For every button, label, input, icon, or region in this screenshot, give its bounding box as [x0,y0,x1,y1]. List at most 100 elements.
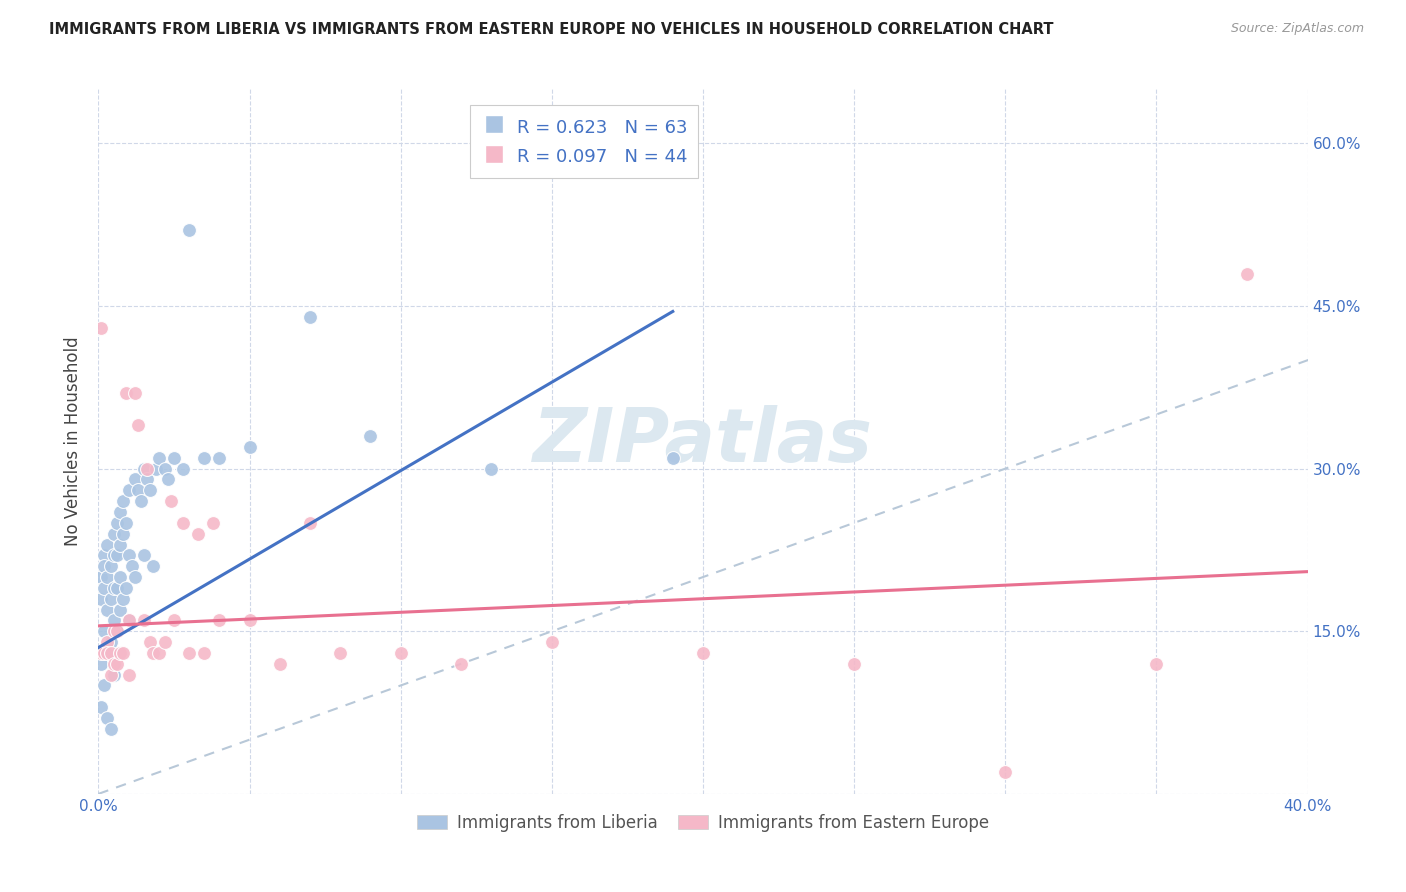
Point [100,646,122,660]
Point [692,646,714,660]
Point [299,310,322,324]
Point [93,581,115,595]
Point [105,624,128,639]
Point [148,646,170,660]
Point [108,537,131,551]
Point [142,646,165,660]
Text: IMMIGRANTS FROM LIBERIA VS IMMIGRANTS FROM EASTERN EUROPE NO VEHICLES IN HOUSEHO: IMMIGRANTS FROM LIBERIA VS IMMIGRANTS FR… [49,22,1053,37]
Point [105,549,128,563]
Point [90,591,112,606]
Point [269,657,291,671]
Point [389,646,412,660]
Point [1236,267,1258,281]
Text: ZIPatlas: ZIPatlas [533,405,873,478]
Point [103,526,125,541]
Point [129,494,152,508]
Point [193,646,215,660]
Point [153,461,176,475]
Point [193,450,215,465]
Point [90,320,112,334]
Point [139,635,162,649]
Point [172,461,194,475]
Point [208,450,231,465]
Point [1144,657,1167,671]
Legend: Immigrants from Liberia, Immigrants from Eastern Europe: Immigrants from Liberia, Immigrants from… [411,807,995,838]
Point [100,667,122,681]
Point [93,549,115,563]
Point [118,549,141,563]
Point [179,646,201,660]
Point [179,223,201,237]
Point [108,646,131,660]
Point [148,450,170,465]
Point [118,614,141,628]
Point [96,646,118,660]
Point [118,614,141,628]
Point [103,581,125,595]
Point [108,505,131,519]
Point [540,635,562,649]
Point [103,624,125,639]
Point [114,581,136,595]
Point [329,646,352,660]
Point [844,657,866,671]
Point [105,516,128,530]
Point [96,570,118,584]
Point [299,516,322,530]
Point [93,624,115,639]
Point [100,559,122,574]
Point [108,570,131,584]
Point [132,549,155,563]
Point [156,473,179,487]
Point [124,570,146,584]
Point [127,483,149,498]
Point [93,678,115,692]
Point [103,667,125,681]
Point [153,635,176,649]
Point [132,614,155,628]
Point [163,450,186,465]
Point [96,711,118,725]
Point [111,494,134,508]
Point [142,559,165,574]
Point [187,526,209,541]
Point [135,473,157,487]
Point [121,559,143,574]
Point [90,646,112,660]
Point [172,516,194,530]
Point [202,516,225,530]
Point [239,614,262,628]
Y-axis label: No Vehicles in Household: No Vehicles in Household [65,336,83,547]
Point [96,635,118,649]
Point [105,657,128,671]
Point [118,667,141,681]
Point [208,614,231,628]
Point [90,657,112,671]
Point [96,602,118,616]
Point [111,591,134,606]
Text: Source: ZipAtlas.com: Source: ZipAtlas.com [1230,22,1364,36]
Point [103,614,125,628]
Point [100,591,122,606]
Point [132,461,155,475]
Point [450,657,472,671]
Point [481,461,503,475]
Point [93,559,115,574]
Point [145,461,167,475]
Point [163,614,186,628]
Point [994,765,1017,780]
Point [108,602,131,616]
Point [239,440,262,454]
Point [139,483,162,498]
Point [135,461,157,475]
Point [111,526,134,541]
Point [160,494,183,508]
Point [103,549,125,563]
Point [105,581,128,595]
Point [114,385,136,400]
Point [124,473,146,487]
Point [90,700,112,714]
Point [111,646,134,660]
Point [114,516,136,530]
Point [100,722,122,736]
